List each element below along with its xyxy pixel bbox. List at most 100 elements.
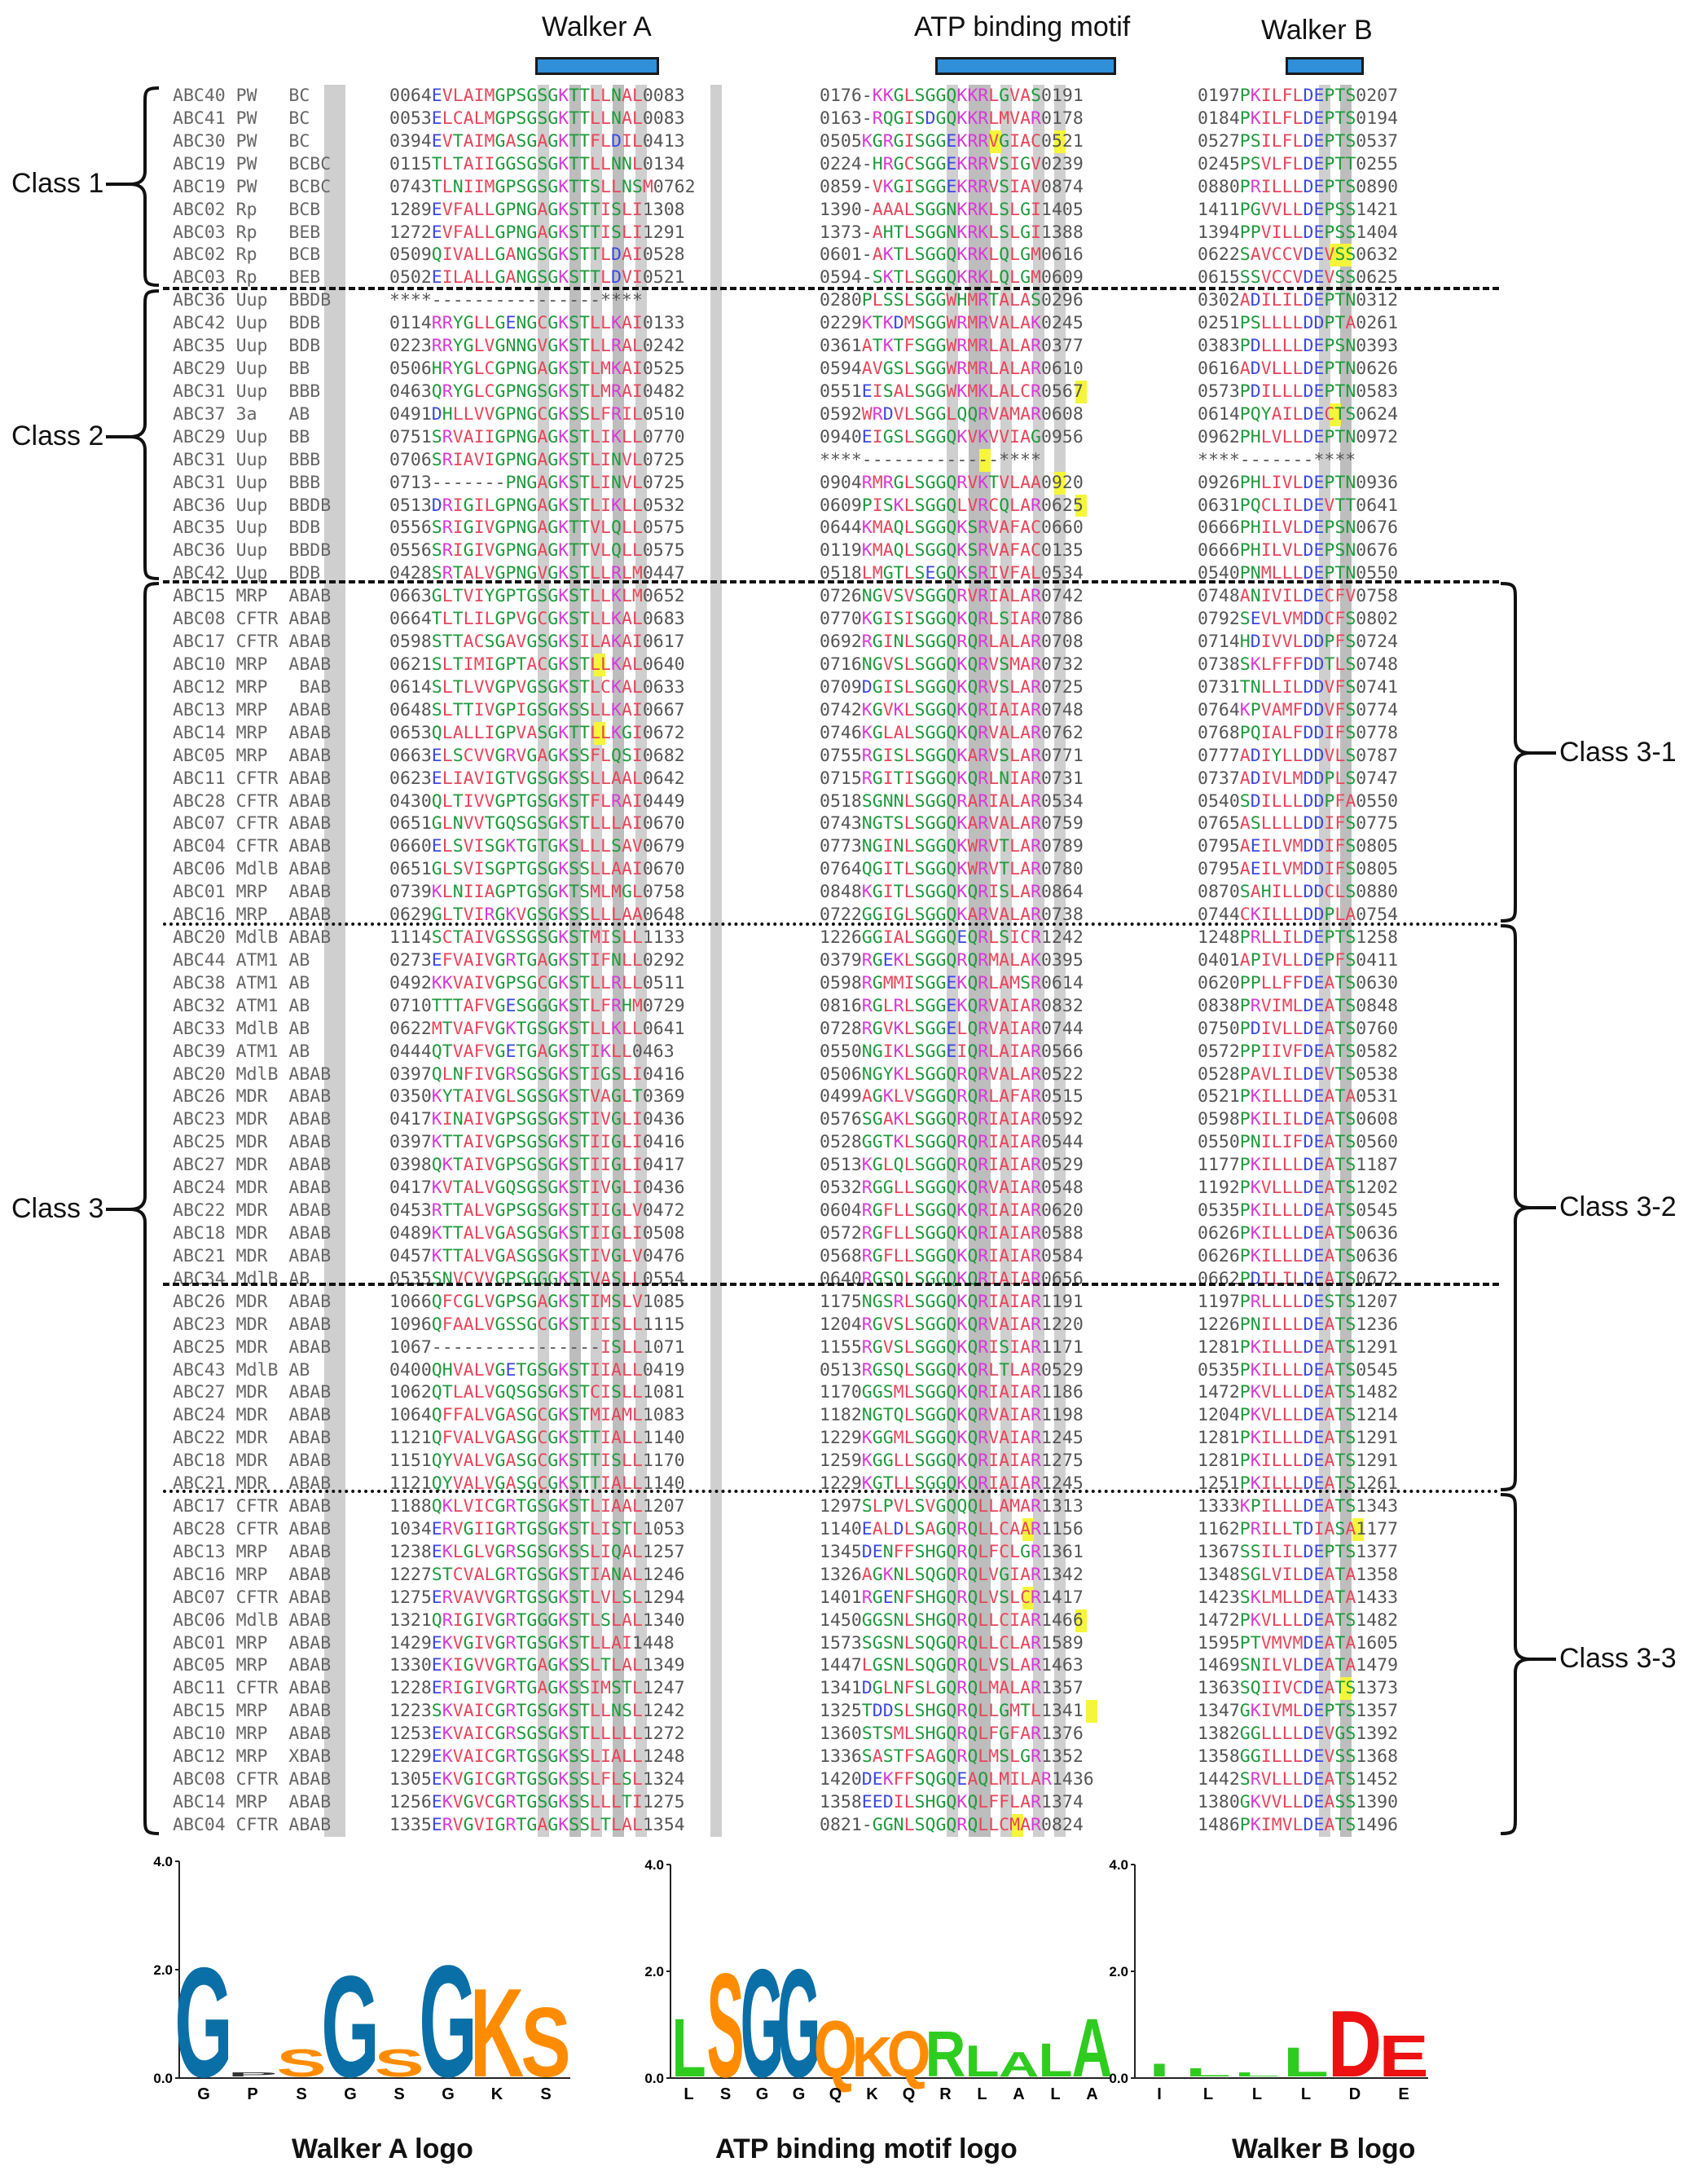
- residue-end: 0312: [1356, 290, 1399, 311]
- residue-end: 0133: [642, 313, 685, 334]
- residue-start: 0715: [820, 768, 862, 789]
- residue-end: 0614: [1040, 972, 1084, 993]
- residue-end: 0758: [642, 882, 685, 903]
- shaded-column: [1352, 1517, 1364, 1541]
- residue-start: 0592: [820, 403, 862, 425]
- walker-b-segment: 0750PDIVLLDEATS0760: [1198, 1018, 1399, 1039]
- residue-end: 0725: [1040, 676, 1084, 698]
- walker-a-segment: 0397QLNFIVGRSGSGKSTIGSLI0416: [389, 1063, 685, 1085]
- sequence-name: ABC14 MRP ABAB: [173, 1792, 332, 1812]
- residue-end: 0725: [642, 449, 685, 470]
- residue-end: 1140: [642, 1428, 685, 1449]
- walker-a-segment: 0398QKTAIVGPSGSGKSTIIGLI0417: [389, 1155, 685, 1176]
- residue-start: 0880: [1198, 176, 1240, 197]
- residue-end: 0617: [642, 632, 685, 653]
- residue-end: 1248: [642, 1746, 685, 1768]
- residue-end: 0738: [1040, 905, 1084, 926]
- residue-start: 0394: [389, 130, 432, 152]
- residue-start: 1204: [1198, 1405, 1240, 1426]
- walker-a-segment: ****----------------****: [389, 290, 643, 311]
- residue-end: 0731: [1040, 768, 1084, 789]
- residue-start: 0706: [389, 449, 432, 470]
- residue-start: 0859: [820, 176, 862, 197]
- residue-start: 0383: [1198, 336, 1240, 357]
- class-3-2-label: Class 3-2: [1559, 1191, 1677, 1222]
- residue-start: 0768: [1198, 722, 1240, 743]
- residue-end: 0261: [1356, 313, 1399, 334]
- residue-start: 0350: [389, 1086, 432, 1107]
- walker-b-segment: 1411PGVVLLDEPSS1421: [1198, 199, 1399, 220]
- residue-start: 1275: [389, 1587, 432, 1608]
- walker-a-segment: 1335ERVGVIGRTGAGKSSLTLAL1354: [389, 1814, 685, 1835]
- residue-end: 0575: [642, 517, 685, 539]
- residue-end: 1207: [642, 1496, 685, 1517]
- residue-start: 0748: [1198, 586, 1240, 607]
- class-3-3-label: Class 3-3: [1559, 1643, 1677, 1674]
- residue-end: 0522: [1040, 1063, 1084, 1085]
- residue-end: 1291: [1356, 1428, 1399, 1449]
- residue-start: 1382: [1198, 1724, 1240, 1745]
- logo-letter: S: [707, 1943, 745, 2109]
- residue-start: 0568: [820, 1245, 862, 1266]
- residue-start: 0053: [389, 108, 432, 129]
- residue-start: 0904: [820, 472, 862, 493]
- atp-motif-segment: 1373-AHTLSGGNKRKLSLGI1388: [820, 222, 1084, 243]
- walker-b-segment: 0792SEVLVMDDCFS0802: [1198, 609, 1399, 630]
- residue-start: 0710: [389, 995, 432, 1016]
- walker-a-segment: 0651GLNVVTGQSGSGKSTLLLAI0670: [389, 813, 685, 834]
- residue-start: 0601: [820, 244, 862, 266]
- residue-end: 1171: [1040, 1336, 1084, 1358]
- logo-letter: Q: [887, 2017, 931, 2090]
- residue-start: 0224: [820, 153, 862, 174]
- residue-end: 0636: [1356, 1245, 1399, 1266]
- residue-start: 1450: [820, 1609, 862, 1631]
- residue-start: 1380: [1198, 1792, 1240, 1812]
- residue-end: 0729: [642, 995, 685, 1016]
- atp-motif-segment: 0755RGISLSGGQKARVSLAR0771: [820, 745, 1084, 766]
- walker-b-segment: 0737ADIVLMDDPLS0747: [1198, 768, 1399, 789]
- logo-letter: G: [777, 1938, 821, 2110]
- residue-end: 1373: [1356, 1678, 1399, 1699]
- atp-binding-motif-logo-title: ATP binding motif logo: [715, 2133, 1018, 2164]
- residue-start: 1259: [820, 1451, 862, 1472]
- residue-end: 1417: [1040, 1587, 1084, 1608]
- logo-letter: K: [470, 1963, 524, 2104]
- atp-motif-segment: 1360STSMLSHGQRQLFGFAR1376: [820, 1724, 1084, 1745]
- logo-position-label: I: [1157, 2085, 1162, 2103]
- residue-start: 1360: [820, 1724, 862, 1745]
- residue-end: 1343: [1356, 1496, 1399, 1517]
- residue-end: 0608: [1356, 1109, 1399, 1130]
- logo-y-tick: 2.0: [1109, 1964, 1128, 1979]
- logo-letter: G: [419, 1934, 477, 2111]
- walker-a-segment: 1256EKVGVCGRTGSGKSSLLLTI1275: [389, 1792, 685, 1812]
- residue-end: 0472: [642, 1200, 685, 1222]
- residue-end: 1115: [642, 1314, 685, 1335]
- residue-start: 0444: [389, 1041, 432, 1062]
- shaded-column: [1054, 471, 1066, 495]
- residue-start: 0821: [820, 1814, 862, 1835]
- residue-end: ****: [600, 290, 643, 311]
- residue-start: 1341: [820, 1678, 862, 1699]
- walker-a-segment: 1067----------------ISLL1071: [389, 1336, 685, 1358]
- residue-end: 0531: [1356, 1086, 1399, 1107]
- atp-motif-segment: 0518LMGTLSEGQKSRIVFAL0534: [820, 563, 1084, 584]
- residue-end: 0242: [642, 336, 685, 357]
- walker-b-segment: 0962PHLVLLDEPTN0972: [1198, 426, 1399, 447]
- residue-start: 1256: [389, 1792, 432, 1812]
- residue-start: 0572: [1198, 1041, 1240, 1062]
- residue-start: ****: [820, 449, 862, 470]
- residue-start: 0666: [1198, 540, 1240, 561]
- residue-end: 1392: [1356, 1724, 1399, 1745]
- residue-end: 0616: [1040, 244, 1084, 266]
- residue-start: 0816: [820, 995, 862, 1016]
- residue-start: 0163: [820, 108, 862, 129]
- residue-start: 1373: [820, 222, 862, 243]
- walker-b-segment: 1333KPILLLDEATS1343: [1198, 1496, 1399, 1517]
- residue-start: 0176: [820, 86, 862, 106]
- residue-end: 0608: [1040, 403, 1084, 425]
- walker-a-segment: 1066QFCGLVGPSGAGKSTIMSLV1085: [389, 1291, 685, 1312]
- residue-start: 1321: [389, 1609, 432, 1631]
- atp-motif-segment: 1336SASTFSAGQRQLMSLGR1352: [820, 1746, 1084, 1768]
- residue-end: 0667: [642, 699, 685, 720]
